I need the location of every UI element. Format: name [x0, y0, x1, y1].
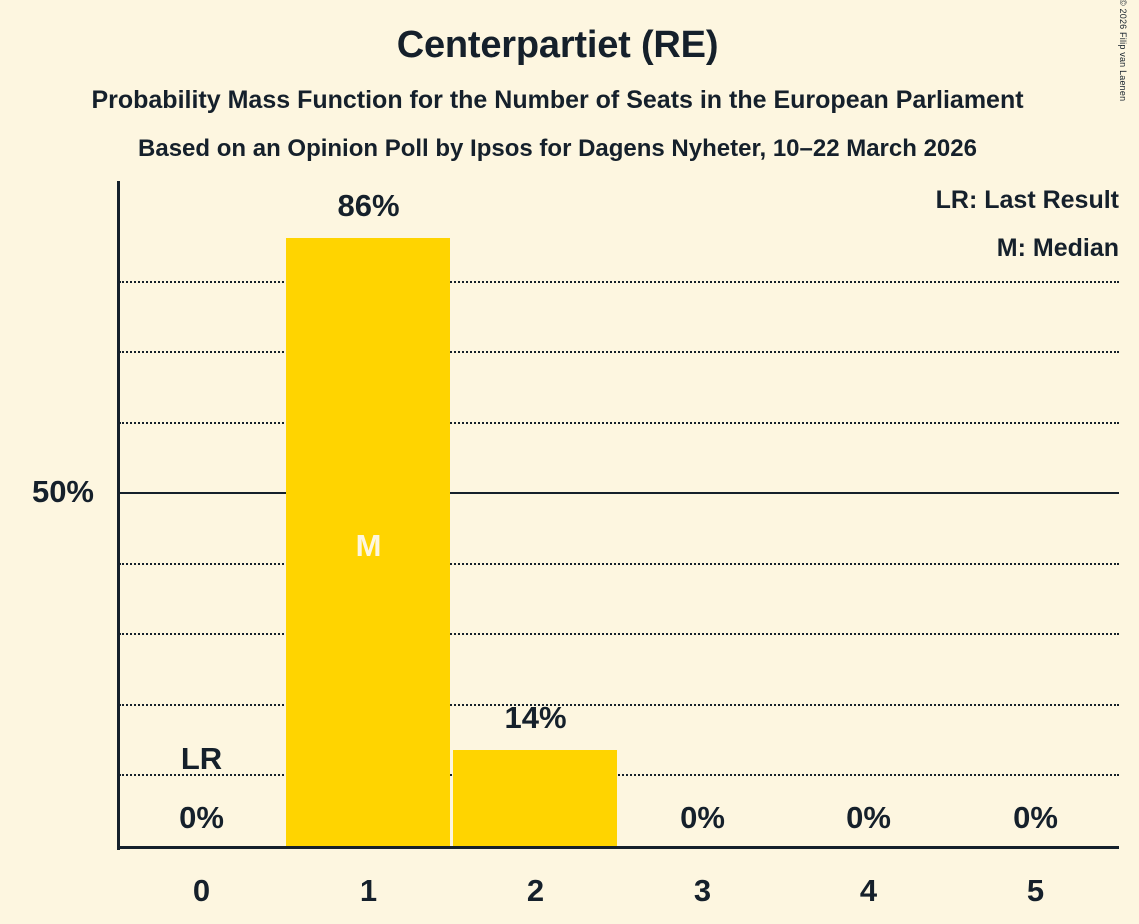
bar-seats-2[interactable] — [453, 750, 617, 848]
gridline-30 — [119, 633, 1119, 635]
value-label-1: 86% — [337, 188, 400, 223]
last-result-marker: LR — [180, 741, 223, 776]
x-tick-label-0: 0 — [192, 873, 211, 908]
value-label-4: 0% — [846, 800, 891, 835]
median-marker: M — [355, 528, 382, 563]
x-tick-label-1: 1 — [359, 873, 378, 908]
x-tick-label-3: 3 — [693, 873, 712, 908]
x-tick-label-5: 5 — [1026, 873, 1045, 908]
y-axis-line — [117, 181, 120, 850]
chart-subtitle: Probability Mass Function for the Number… — [91, 86, 1024, 114]
gridline-70 — [119, 351, 1119, 353]
copyright-notice: © 2026 Filip van Laenen — [1118, 0, 1128, 102]
chart-source-subtitle: Based on an Opinion Poll by Ipsos for Da… — [138, 135, 977, 162]
gridline-10 — [119, 774, 1119, 776]
value-label-0: 0% — [179, 800, 224, 835]
legend-last-result: LR: Last Result — [935, 186, 1119, 214]
bar-seats-1[interactable] — [286, 238, 450, 848]
gridline-80 — [119, 281, 1119, 283]
y-tick-label-50: 50% — [31, 474, 94, 509]
value-label-5: 0% — [1013, 800, 1058, 835]
x-tick-label-2: 2 — [526, 873, 545, 908]
legend-median: M: Median — [996, 234, 1119, 262]
value-label-3: 0% — [680, 800, 725, 835]
page-title: Centerpartiet (RE) — [396, 24, 719, 66]
gridline-40 — [119, 563, 1119, 565]
gridline-60 — [119, 422, 1119, 424]
gridline-20 — [119, 704, 1119, 706]
x-tick-label-4: 4 — [859, 873, 878, 908]
gridline-50 — [119, 492, 1119, 494]
value-label-2: 14% — [504, 700, 567, 735]
plot-area — [119, 181, 1119, 848]
x-axis-line — [117, 846, 1119, 849]
